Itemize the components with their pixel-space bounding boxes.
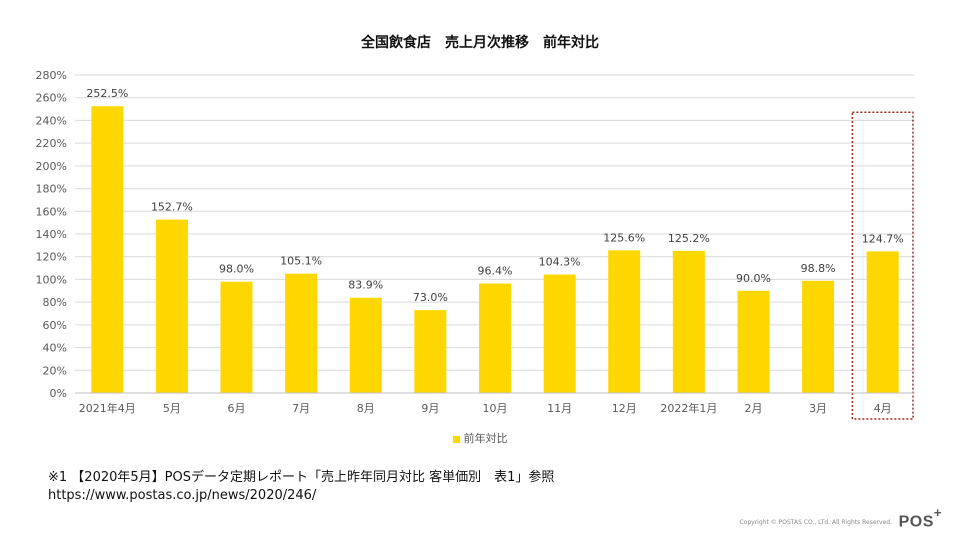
y-tick-label: 260% — [36, 92, 67, 105]
x-tick-label: 8月 — [357, 402, 375, 415]
bar — [220, 281, 253, 393]
data-labels: 252.5% 152.7% 98.0% 105.1% 83.9% 73.0% 96.4% 10… — [86, 87, 903, 304]
bar — [608, 250, 641, 393]
y-tick-label: 20% — [43, 364, 67, 377]
legend: 前年対比 — [0, 430, 960, 446]
logo-text: POS — [898, 513, 934, 531]
data-label: 73.0% — [413, 291, 448, 304]
legend-swatch — [452, 435, 460, 443]
footnote: ※1 【2020年5月】POSデータ定期レポート「売上昨年同月対比 客単価別 表… — [48, 469, 554, 505]
bar — [802, 280, 835, 393]
copyright: Copyright © POSTAS CO., LTd. All Rights … — [739, 519, 892, 526]
x-tick-label: 12月 — [612, 402, 637, 415]
data-label: 152.7% — [151, 201, 193, 214]
x-tick-label: 2月 — [744, 402, 762, 415]
y-tick-label: 40% — [43, 342, 67, 355]
data-label: 125.2% — [668, 232, 710, 245]
bar — [155, 219, 188, 393]
logo-plus-mark: + — [933, 505, 942, 520]
y-tick-label: 200% — [36, 160, 67, 173]
data-label: 124.7% — [862, 232, 904, 245]
data-label: 252.5% — [86, 87, 128, 100]
data-label: 90.0% — [736, 272, 771, 285]
x-tick-label: 2022年1月 — [660, 401, 717, 415]
footnote-url[interactable]: https://www.postas.co.jp/news/2020/246/ — [48, 488, 317, 503]
y-tick-label: 80% — [43, 296, 67, 309]
y-tick-label: 140% — [36, 228, 67, 241]
bar — [285, 273, 318, 393]
data-label: 104.3% — [539, 256, 581, 269]
y-tick-label: 240% — [36, 114, 67, 127]
x-tick-label: 5月 — [163, 402, 181, 415]
data-label: 125.6% — [603, 231, 645, 244]
y-tick-label: 180% — [36, 183, 67, 196]
data-label: 83.9% — [348, 279, 383, 292]
bar — [414, 310, 447, 393]
y-tick-label: 280% — [36, 69, 67, 82]
data-label: 98.8% — [801, 262, 836, 275]
data-label: 96.4% — [478, 265, 513, 278]
y-tick-label: 220% — [36, 137, 67, 150]
y-tick-label: 100% — [36, 273, 67, 286]
bars — [91, 106, 899, 393]
highlight-box — [851, 111, 914, 420]
x-tick-label: 2021年4月 — [79, 401, 136, 415]
data-label: 105.1% — [280, 255, 322, 268]
x-tick-label: 10月 — [483, 402, 508, 415]
legend-label: 前年対比 — [463, 432, 508, 445]
bar — [672, 250, 705, 393]
bar — [543, 274, 576, 393]
footnote-reference: ※1 【2020年5月】POSデータ定期レポート「売上昨年同月対比 客単価別 表… — [48, 470, 555, 485]
data-label: 98.0% — [219, 263, 254, 276]
axes: 0% 20% 40% 60% 80% 100% 120% 140% 160% 180% 200% 22… — [36, 69, 915, 420]
bar — [866, 251, 899, 393]
x-tick-label: 4月 — [874, 402, 892, 415]
y-tick-label: 160% — [36, 205, 67, 218]
postas-logo: POS+ — [898, 505, 942, 531]
x-tick-label: 11月 — [547, 402, 572, 415]
y-tick-label: 120% — [36, 251, 67, 264]
x-tick-label: 6月 — [228, 402, 246, 415]
x-tick-label: 7月 — [292, 402, 310, 415]
y-tick-label: 0% — [50, 387, 67, 400]
x-tick-label: 9月 — [421, 402, 439, 415]
x-tick-label: 3月 — [809, 402, 827, 415]
chart-title: 全国飲食店 売上月次推移 前年対比 — [361, 35, 599, 51]
y-tick-label: 60% — [43, 319, 67, 332]
bar — [737, 290, 770, 393]
bar — [91, 106, 124, 393]
bar — [479, 283, 511, 393]
bar — [349, 297, 382, 393]
